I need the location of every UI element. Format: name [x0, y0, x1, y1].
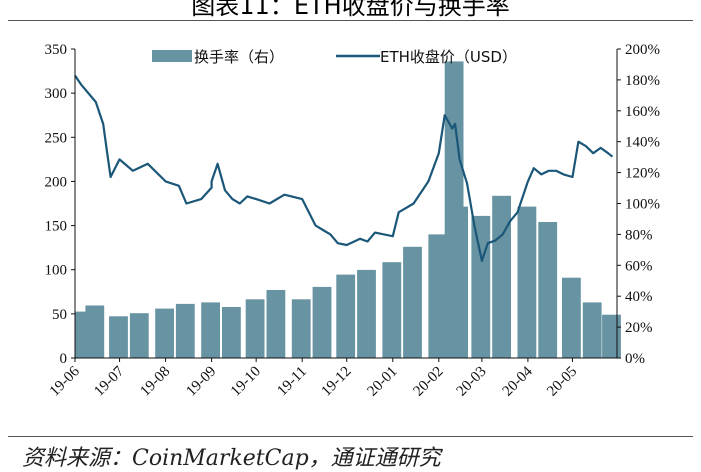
turnover-bar — [382, 262, 402, 358]
chart: 0 50 100 150 200 250 300 350 0% 20% 40% 60% 80% 100% 1… — [45, 42, 661, 400]
y-left-tick-label: 250 — [45, 130, 68, 146]
legend-label-price: ETH收盘价（USD） — [380, 48, 517, 66]
y-right-tick-label: 0% — [625, 351, 645, 367]
turnover-bar — [291, 299, 311, 358]
y-right-tick-label: 100% — [625, 197, 660, 213]
legend-swatch-turnover — [152, 50, 192, 62]
footer-divider — [8, 436, 693, 437]
x-tick-label: 20-04 — [500, 363, 536, 399]
x-tick-label: 19-09 — [183, 364, 219, 400]
y-right-tick-label: 200% — [625, 42, 660, 58]
x-tick-label: 20-02 — [411, 364, 447, 400]
turnover-bar — [562, 277, 581, 358]
turnover-bar — [222, 307, 241, 358]
x-tick-label: 19-12 — [319, 364, 355, 400]
chart-title: 图表11：ETH收盘价与换手率 — [191, 0, 510, 20]
y-right-tick-label: 160% — [625, 104, 660, 120]
legend-label-turnover: 换手率（右） — [194, 48, 284, 66]
turnover-bar — [471, 215, 491, 358]
turnover-bar — [517, 206, 537, 358]
turnover-bar — [85, 305, 105, 358]
x-tick-label: 19-07 — [91, 363, 127, 399]
y-right-tick-label: 40% — [625, 289, 653, 305]
y-right-tick-label: 180% — [625, 73, 660, 89]
turnover-bar — [129, 313, 149, 358]
y-right-tick-label: 60% — [625, 258, 653, 274]
turnover-bars — [75, 61, 621, 359]
y-right-tick-label: 140% — [625, 135, 660, 151]
y-left-tick-label: 300 — [45, 86, 68, 102]
turnover-bar — [602, 314, 621, 358]
title-divider — [8, 20, 693, 21]
turnover-bar — [403, 246, 422, 358]
x-tick-label: 19-10 — [228, 364, 264, 400]
y-left-tick-label: 350 — [45, 42, 68, 58]
turnover-bar — [175, 303, 195, 358]
source-note: 资料来源：CoinMarketCap，通证通研究 — [22, 446, 441, 471]
x-tick-label: 20-03 — [454, 364, 490, 400]
turnover-bar — [428, 234, 448, 358]
y-right-tick-label: 80% — [625, 227, 653, 243]
legend: 换手率（右） ETH收盘价（USD） — [152, 48, 517, 66]
price-line-layer — [74, 74, 614, 262]
turnover-bar — [245, 299, 265, 358]
turnover-bar — [155, 308, 174, 358]
x-tick-label: 20-01 — [365, 364, 401, 400]
y-right-tick-label: 20% — [625, 320, 653, 336]
x-tick-label: 19-08 — [137, 364, 173, 400]
x-tick-label: 20-05 — [544, 364, 580, 400]
turnover-bar — [357, 269, 376, 358]
turnover-bar — [109, 316, 128, 358]
y-right-tick-label: 120% — [625, 166, 660, 182]
turnover-bar — [336, 274, 356, 358]
turnover-bar — [312, 286, 332, 358]
turnover-bar — [492, 195, 511, 358]
turnover-bar — [266, 290, 286, 358]
y-left-tick-label: 150 — [45, 219, 68, 235]
price-line — [74, 74, 614, 262]
turnover-bar — [201, 302, 220, 358]
y-left-tick-label: 50 — [52, 307, 67, 323]
x-tick-label: 19-06 — [47, 363, 83, 399]
y-left-tick-label: 0 — [60, 351, 68, 367]
turnover-bar — [582, 302, 602, 358]
y-left-tick-label: 100 — [45, 263, 68, 279]
x-tick-label: 19-11 — [274, 364, 310, 400]
turnover-bar — [449, 206, 468, 358]
y-left-tick-label: 200 — [45, 174, 68, 190]
turnover-bar — [538, 222, 558, 358]
